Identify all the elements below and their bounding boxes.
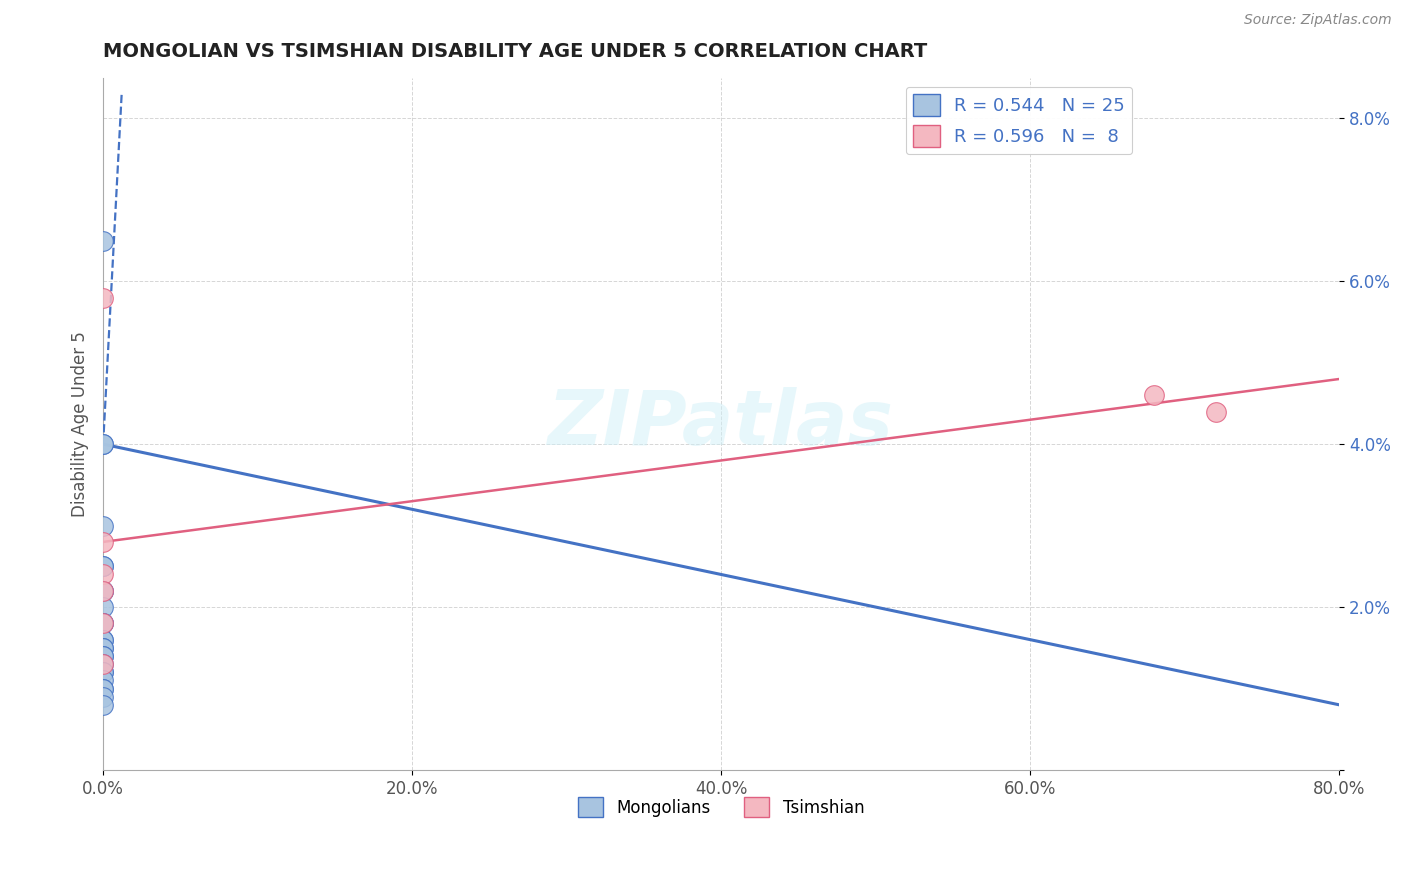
Point <box>91 648 114 663</box>
Point <box>91 698 114 712</box>
Point <box>91 535 114 549</box>
Legend: Mongolians, Tsimshian: Mongolians, Tsimshian <box>572 790 870 824</box>
Point <box>91 690 114 704</box>
Y-axis label: Disability Age Under 5: Disability Age Under 5 <box>72 331 89 516</box>
Point <box>1143 388 1166 402</box>
Point <box>91 437 114 451</box>
Point <box>91 640 114 655</box>
Point <box>91 616 114 631</box>
Point <box>91 681 114 696</box>
Text: Source: ZipAtlas.com: Source: ZipAtlas.com <box>1244 13 1392 28</box>
Point <box>91 583 114 598</box>
Point <box>91 665 114 680</box>
Point <box>91 673 114 688</box>
Point <box>91 657 114 672</box>
Point <box>91 583 114 598</box>
Point <box>91 583 114 598</box>
Point <box>91 632 114 647</box>
Point <box>91 518 114 533</box>
Point <box>91 567 114 582</box>
Point <box>91 616 114 631</box>
Point <box>91 234 114 248</box>
Point <box>91 640 114 655</box>
Point <box>91 648 114 663</box>
Point <box>91 681 114 696</box>
Text: MONGOLIAN VS TSIMSHIAN DISABILITY AGE UNDER 5 CORRELATION CHART: MONGOLIAN VS TSIMSHIAN DISABILITY AGE UN… <box>103 42 928 61</box>
Point <box>91 632 114 647</box>
Point <box>1205 404 1227 418</box>
Point <box>91 291 114 305</box>
Point <box>91 559 114 574</box>
Point <box>91 657 114 672</box>
Point <box>91 437 114 451</box>
Point <box>91 559 114 574</box>
Point <box>91 600 114 615</box>
Point <box>91 616 114 631</box>
Text: ZIPatlas: ZIPatlas <box>548 387 894 461</box>
Point <box>91 665 114 680</box>
